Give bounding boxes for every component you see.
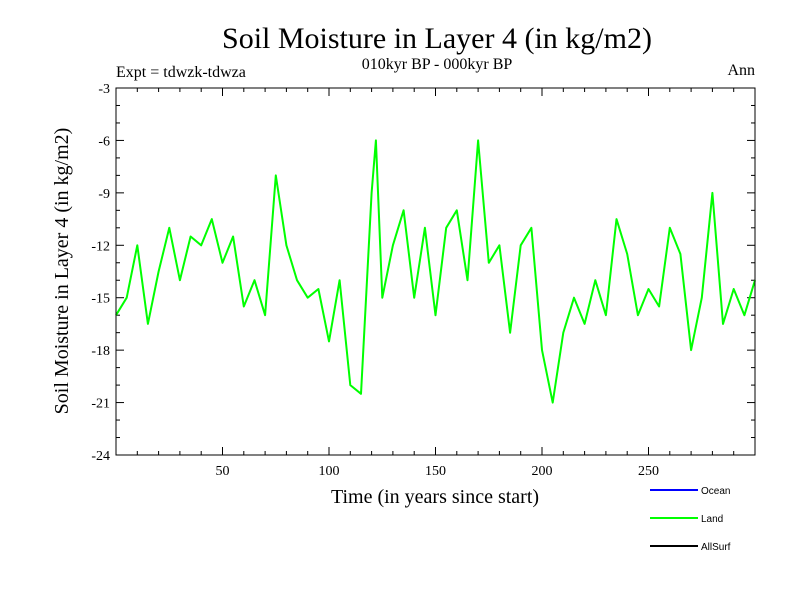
y-tick-label: -18 [91,344,110,359]
y-tick-label: -6 [98,134,110,149]
x-tick-label: 100 [319,464,340,479]
y-tick-label: -21 [91,397,110,412]
chart-subtitle: 010kyr BP - 000kyr BP [362,56,513,73]
legend-label-allsurf: AllSurf [701,542,731,553]
y-tick-label: -24 [91,449,110,464]
x-tick-label: 150 [425,464,446,479]
y-axis-label: Soil Moisture in Layer 4 (in kg/m2) [51,128,73,415]
legend-label-ocean: Ocean [701,486,730,497]
legend: Ocean Land AllSurf [650,486,731,553]
y-tick-label: -12 [91,239,110,254]
plot-frame [115,87,756,456]
x-tick-label: 250 [638,464,659,479]
y-tick-label: -15 [91,292,110,307]
series-line-land [115,139,756,404]
season-label: Ann [727,62,755,79]
y-tick-label: -3 [98,82,110,97]
experiment-label: Expt = tdwzk-tdwza [116,64,246,81]
x-tick-label: 200 [532,464,553,479]
legend-label-land: Land [701,514,723,525]
x-axis-label: Time (in years since start) [331,486,539,508]
y-tick-label: -9 [98,187,110,202]
x-tick-label: 50 [216,464,230,479]
chart-title: Soil Moisture in Layer 4 (in kg/m2) [222,22,652,55]
